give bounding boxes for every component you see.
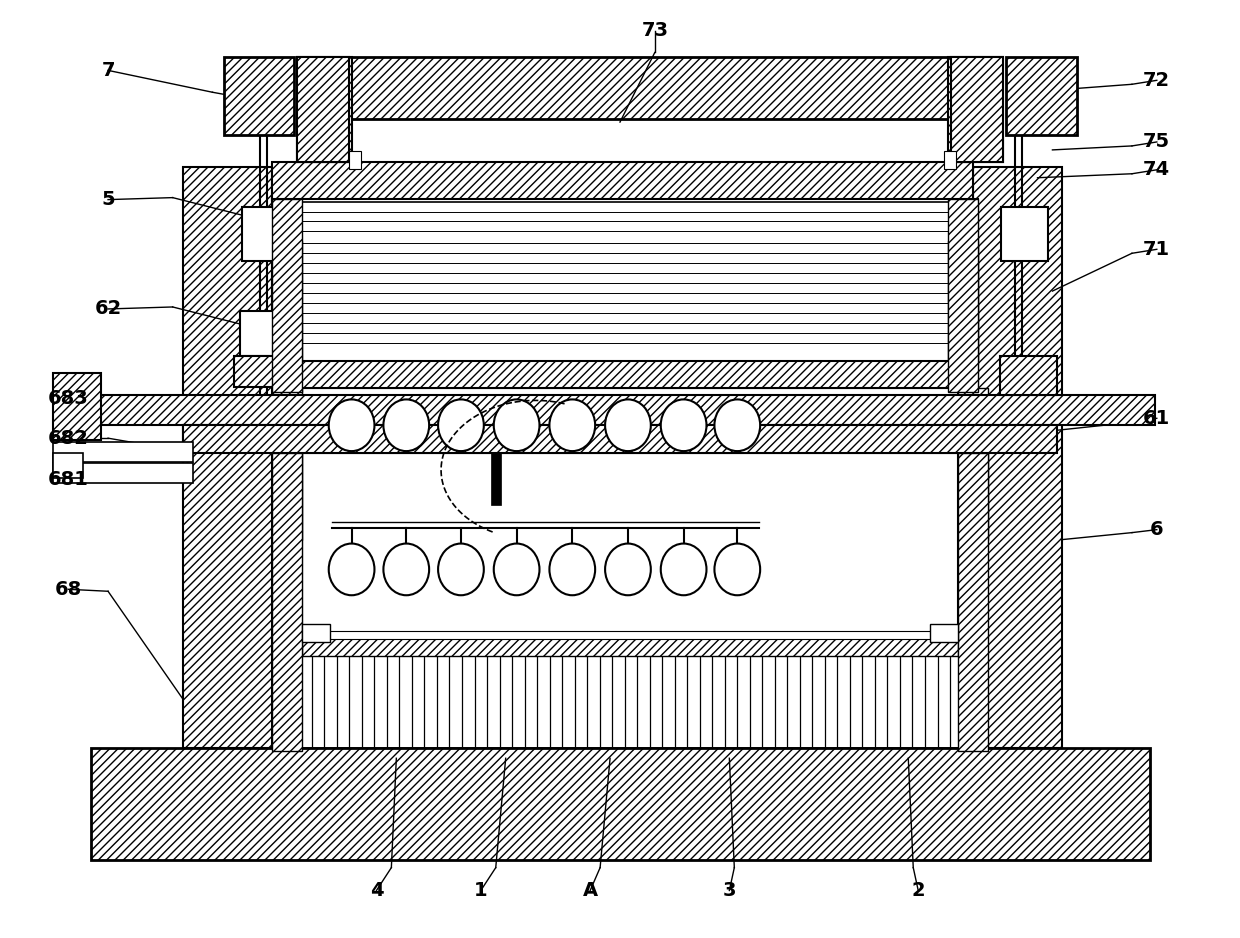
Ellipse shape <box>661 543 707 596</box>
Ellipse shape <box>329 400 374 451</box>
Bar <box>296 57 348 162</box>
Bar <box>949 241 978 360</box>
Text: 1: 1 <box>474 881 487 900</box>
Bar <box>296 57 954 119</box>
Text: 682: 682 <box>48 429 89 447</box>
Ellipse shape <box>714 400 760 451</box>
Bar <box>53 463 192 483</box>
Bar <box>1001 206 1049 262</box>
Bar <box>491 453 501 505</box>
Bar <box>999 356 1058 396</box>
Bar <box>242 206 290 262</box>
Text: 5: 5 <box>102 190 115 209</box>
Text: 75: 75 <box>1143 132 1171 151</box>
Bar <box>53 453 83 478</box>
Text: 6: 6 <box>1149 521 1163 539</box>
Text: A: A <box>583 881 598 900</box>
Ellipse shape <box>549 543 595 596</box>
Bar <box>92 749 1149 859</box>
Text: 683: 683 <box>48 389 89 408</box>
Text: 74: 74 <box>1143 160 1171 179</box>
Bar <box>182 425 1058 453</box>
Bar <box>959 453 988 751</box>
Ellipse shape <box>549 400 595 451</box>
Bar <box>182 167 272 749</box>
Text: 71: 71 <box>1143 240 1171 259</box>
Bar <box>241 310 294 356</box>
Ellipse shape <box>438 543 484 596</box>
Bar <box>296 57 352 162</box>
Bar <box>272 453 301 751</box>
Bar <box>301 634 959 656</box>
Text: 61: 61 <box>1143 409 1171 428</box>
Bar <box>272 162 973 200</box>
Text: 2: 2 <box>911 881 925 900</box>
Text: 72: 72 <box>1143 70 1171 90</box>
Ellipse shape <box>714 543 760 596</box>
Bar <box>949 199 978 392</box>
Bar <box>949 57 1003 162</box>
Bar <box>930 624 959 642</box>
Bar <box>53 442 192 462</box>
Text: 68: 68 <box>55 580 82 598</box>
Bar <box>1006 57 1078 135</box>
Bar <box>301 453 959 634</box>
Bar <box>944 151 956 169</box>
Text: 3: 3 <box>723 881 737 900</box>
Bar <box>348 151 361 169</box>
Bar <box>272 388 301 539</box>
Bar <box>272 241 301 360</box>
Text: 7: 7 <box>102 61 115 80</box>
Bar <box>310 631 951 639</box>
Text: 4: 4 <box>370 881 383 900</box>
Bar <box>53 372 102 440</box>
Bar <box>272 199 978 363</box>
Bar <box>224 57 294 135</box>
Ellipse shape <box>605 400 651 451</box>
Ellipse shape <box>383 400 429 451</box>
Bar <box>951 57 1003 162</box>
Text: 62: 62 <box>94 299 122 319</box>
Ellipse shape <box>329 543 374 596</box>
Bar <box>301 624 330 642</box>
Bar <box>959 388 988 539</box>
Ellipse shape <box>661 400 707 451</box>
Ellipse shape <box>494 543 539 596</box>
Bar <box>973 167 1063 749</box>
Ellipse shape <box>438 400 484 451</box>
Bar <box>272 199 301 392</box>
Bar <box>301 388 959 539</box>
Text: 681: 681 <box>48 471 89 490</box>
Bar <box>234 356 296 387</box>
Ellipse shape <box>605 543 651 596</box>
Bar <box>93 396 1154 425</box>
Text: 73: 73 <box>641 22 668 40</box>
Ellipse shape <box>383 543 429 596</box>
Bar <box>272 360 978 388</box>
Ellipse shape <box>494 400 539 451</box>
